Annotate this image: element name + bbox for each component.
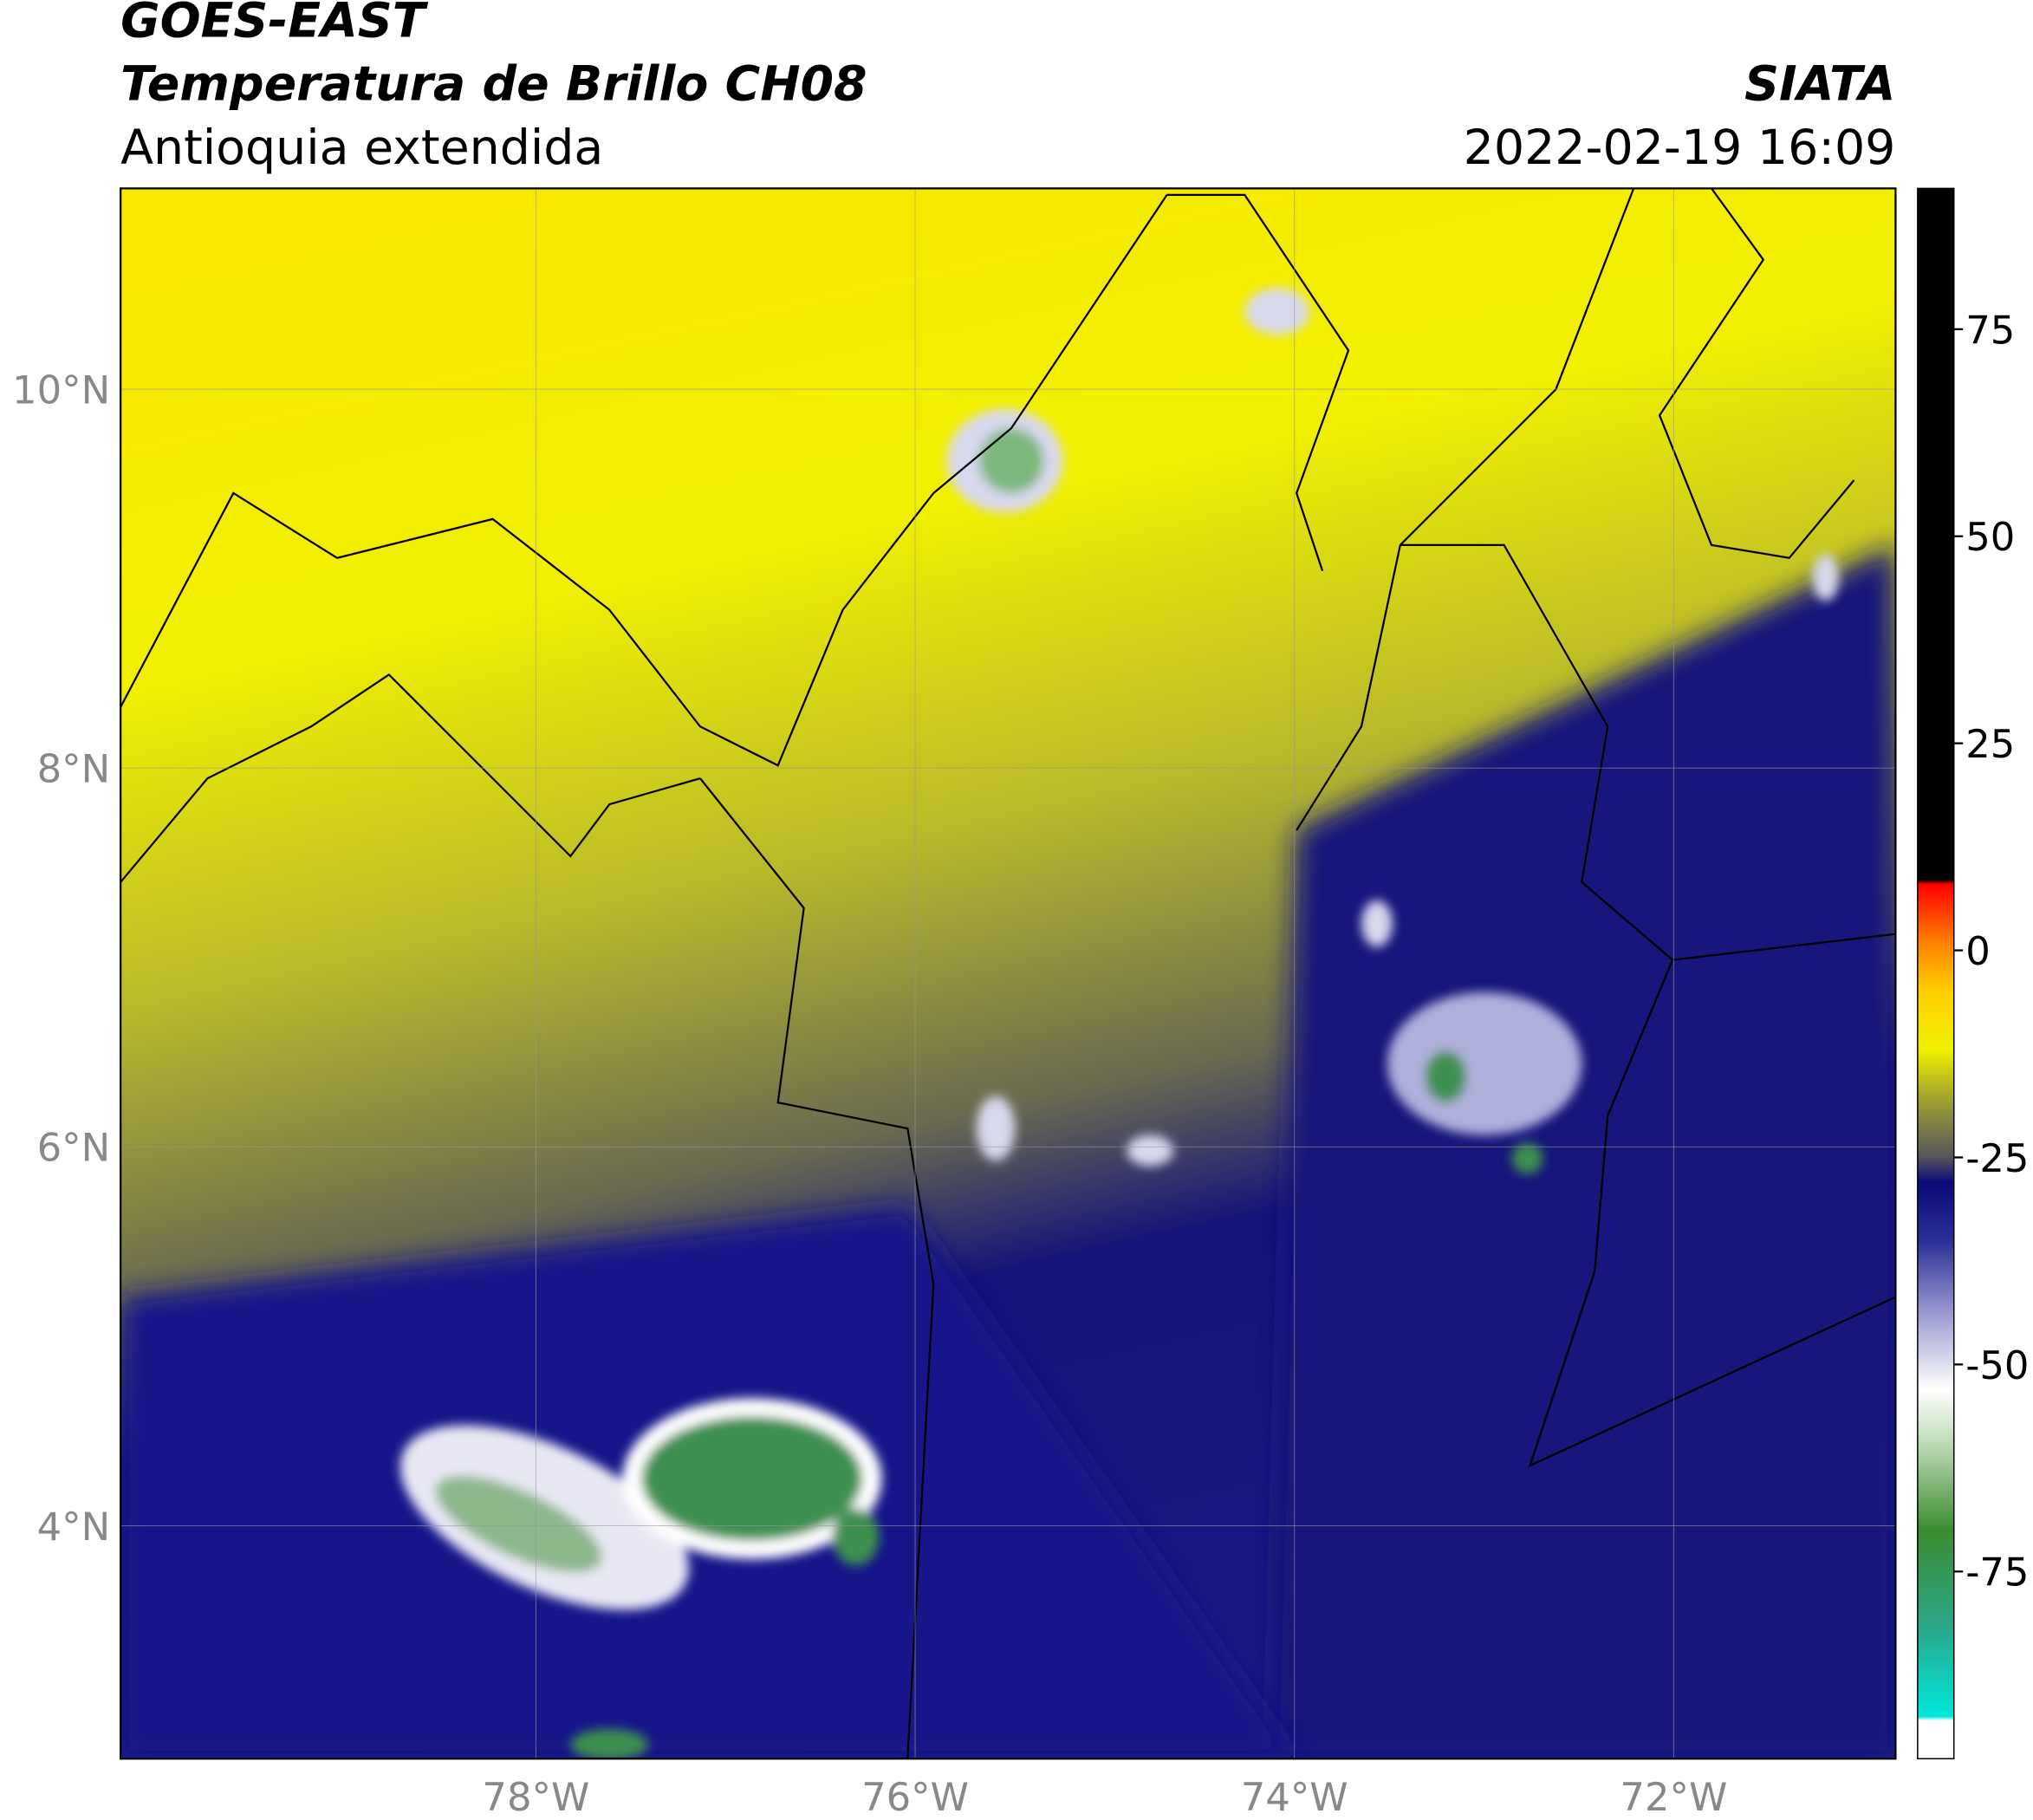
x-tick-label: 76°W (861, 1774, 969, 1820)
title: GOES-EAST (120, 0, 429, 49)
colorbar-tick-label: 25 (1965, 721, 2015, 767)
cloud-field (1270, 544, 1896, 1759)
colorbar-tick-label: 75 (1965, 307, 2015, 353)
x-tick-label: 78°W (482, 1774, 589, 1820)
y-tick-label: 8°N (37, 746, 111, 792)
subtitle: Temperatura de Brillo CH08 (120, 57, 867, 113)
borders (120, 188, 1896, 1759)
y-tick-label: 4°N (37, 1504, 111, 1550)
axis-ticks: 78°W 76°W 74°W 72°W 4°N 6°N 8°N 10°N (12, 367, 1727, 1820)
datetime: 2022-02-19 16:09 (1464, 120, 1896, 176)
region: Antioquia extendida (120, 120, 603, 176)
colorbar-tick-label: -25 (1965, 1135, 2029, 1181)
convective-cells (399, 288, 1839, 1759)
colorbar (1917, 187, 1955, 1759)
colorbar-ticks: 75 50 25 0 -25 -50 -75 (1953, 307, 2029, 1596)
colorbar-tick-label: -50 (1965, 1342, 2029, 1388)
map-image (120, 188, 1896, 1759)
map-frame (120, 187, 1897, 1760)
y-tick-label: 6°N (37, 1125, 111, 1171)
colorbar-tick-label: -75 (1965, 1550, 2029, 1596)
x-tick-label: 74°W (1241, 1774, 1348, 1820)
colorbar-tick-label: 0 (1965, 928, 1991, 974)
y-tick-label: 10°N (12, 367, 110, 413)
grid (120, 188, 1896, 1759)
x-tick-label: 72°W (1620, 1774, 1727, 1820)
colorbar-tick-label: 50 (1965, 514, 2015, 560)
source: SIATA (1744, 57, 1895, 113)
